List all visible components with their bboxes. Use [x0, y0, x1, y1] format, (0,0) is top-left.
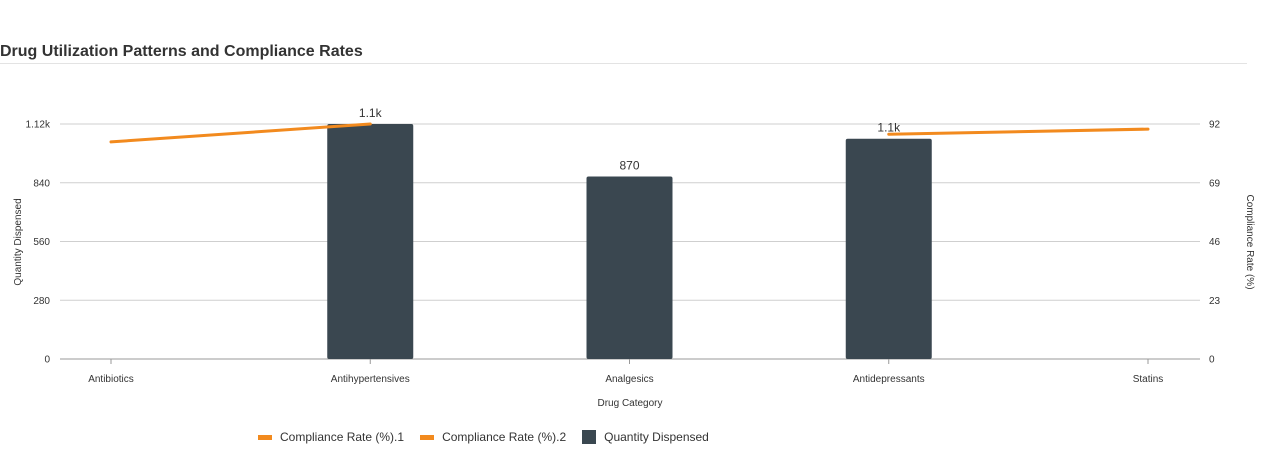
legend-label: Compliance Rate (%).2: [442, 430, 567, 444]
x-axis-ticks: Antibiotics Antihypertensives Analgesics An…: [88, 359, 1163, 385]
y-axis-title: Quantity Dispensed: [13, 198, 24, 285]
bar-data-label: 1.1k: [359, 106, 383, 120]
data-labels: 1.1k 870 1.1k: [359, 106, 901, 172]
y2-tick-label: 46: [1209, 237, 1221, 248]
x-tick-label: Statins: [1133, 374, 1164, 385]
bar: [327, 124, 414, 359]
x-tick-label: Antihypertensives: [331, 374, 410, 385]
legend-item-compliance-1[interactable]: Compliance Rate (%).1: [258, 430, 404, 444]
x-tick-label: Analgesics: [605, 374, 653, 385]
bar: [586, 176, 673, 359]
y-tick-label: 1.12k: [26, 120, 51, 131]
y-tick-label: 560: [33, 237, 50, 248]
chart-title: Drug Utilization Patterns and Compliance…: [0, 43, 363, 60]
legend: Compliance Rate (%).1 Compliance Rate (%…: [258, 430, 725, 444]
legend-item-quantity[interactable]: Quantity Dispensed: [582, 430, 709, 444]
y2-tick-label: 0: [1209, 355, 1215, 366]
x-axis-title: Drug Category: [597, 398, 662, 409]
y2-tick-label: 23: [1209, 296, 1221, 307]
legend-swatch: [420, 434, 435, 440]
y2-tick-label: 92: [1209, 120, 1221, 131]
legend-label: Quantity Dispensed: [604, 430, 709, 444]
legend-label: Compliance Rate (%).1: [280, 430, 405, 444]
legend-item-compliance-2[interactable]: Compliance Rate (%).2: [420, 430, 566, 444]
y-tick-label: 840: [33, 178, 50, 189]
x-tick-label: Antidepressants: [853, 374, 925, 385]
title-divider: [0, 63, 1247, 64]
right-axis-ticks: 0 23 46 69 92: [1209, 120, 1221, 366]
y2-tick-label: 69: [1209, 178, 1221, 189]
bar: [845, 138, 932, 359]
y-tick-label: 0: [44, 355, 50, 366]
left-axis-ticks: 0 280 560 840 1.12k: [26, 120, 51, 366]
bar-data-label: 870: [619, 158, 639, 172]
chart-canvas: 1.1k 870 1.1k 0 280 560 840 1.12k 0 23 46 69 92 An…: [13, 106, 1255, 409]
line-series: [109, 122, 1150, 144]
legend-swatch: [258, 434, 272, 440]
y-tick-label: 280: [33, 296, 50, 307]
bar-data-label: 1.1k: [877, 121, 901, 135]
series-line: [109, 122, 372, 144]
x-tick-label: Antibiotics: [88, 374, 134, 385]
bar-series: [327, 124, 932, 359]
series-line: [887, 127, 1150, 136]
y2-axis-title: Compliance Rate (%): [1244, 194, 1255, 289]
legend-swatch: [582, 430, 597, 444]
